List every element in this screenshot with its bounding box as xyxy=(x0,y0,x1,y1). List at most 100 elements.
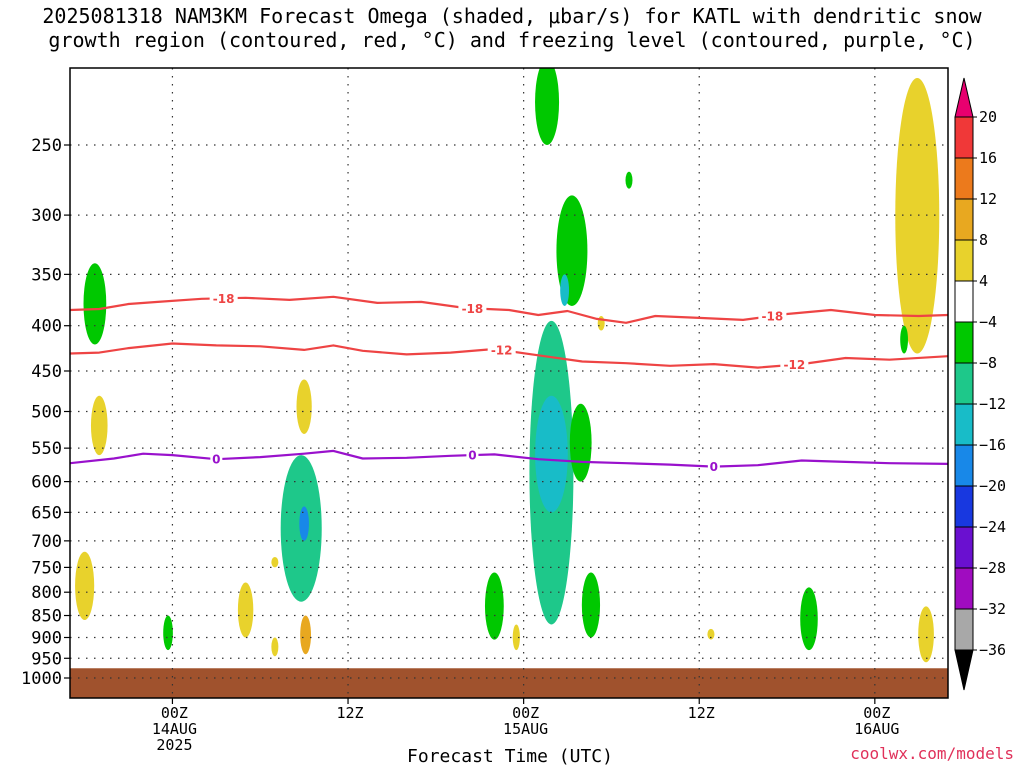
colorbar-label: 16 xyxy=(979,149,997,167)
colorbar-label: 20 xyxy=(979,108,997,126)
omega-blob xyxy=(237,582,254,638)
omega-blob xyxy=(581,572,601,638)
y-tick-label: 800 xyxy=(31,583,62,603)
colorbar-label: −28 xyxy=(979,559,1006,577)
colorbar-segment xyxy=(954,280,974,323)
colorbar-label: −16 xyxy=(979,436,1006,454)
colorbar: 20 16 12 8 4 −4 −8 −12 −16 −20 −24 −28 −32 −36 xyxy=(954,77,1006,691)
ground-fill xyxy=(70,668,948,698)
omega-blob xyxy=(163,615,173,651)
colorbar-segment xyxy=(954,567,974,610)
colorbar-label: 4 xyxy=(979,272,988,290)
chart-title-line2: growth region (contoured, red, °C) and f… xyxy=(48,28,976,52)
y-tick-label: 700 xyxy=(31,532,62,552)
colorbar-label: −4 xyxy=(979,313,997,331)
omega-blob xyxy=(900,325,908,354)
contour-label-bg xyxy=(758,308,787,322)
y-tick-label: 550 xyxy=(31,439,62,459)
colorbar-segment xyxy=(954,362,974,405)
colorbar-segment xyxy=(954,157,974,200)
colorbar-label: 8 xyxy=(979,231,988,249)
y-tick-label: 250 xyxy=(31,136,62,156)
contour-label: 0 xyxy=(468,449,476,463)
omega-blob xyxy=(271,637,279,657)
omega-blob xyxy=(918,606,934,663)
x-tick-label: 14AUG xyxy=(152,720,197,738)
contour-label: -18 xyxy=(462,302,484,316)
contour-label-bg xyxy=(210,452,223,466)
x-axis-label: Forecast Time (UTC) xyxy=(407,746,613,767)
omega-blob xyxy=(83,263,107,345)
x-tick-label: 2025 xyxy=(156,736,192,754)
omega-blob xyxy=(625,171,633,189)
colorbar-label: −8 xyxy=(979,354,997,372)
omega-blob xyxy=(484,572,504,640)
chart-title: 2025081318 NAM3KM Forecast Omega (shaded… xyxy=(0,4,1024,52)
y-tick-label: 900 xyxy=(31,628,62,648)
y-tick-label: 1000 xyxy=(21,669,62,689)
contour-label: -18 xyxy=(213,292,235,306)
chart-title-line1: 2025081318 NAM3KM Forecast Omega (shaded… xyxy=(42,4,982,28)
colorbar-label: −36 xyxy=(979,641,1006,659)
contour-label-bg xyxy=(487,343,516,357)
contour-line xyxy=(70,295,948,324)
omega-blob xyxy=(569,403,592,482)
contour-label: -12 xyxy=(784,358,806,372)
colorbar-segment xyxy=(954,403,974,446)
omega-blob xyxy=(895,77,940,354)
colorbar-segment xyxy=(954,198,974,241)
x-tick-label: 12Z xyxy=(688,704,715,722)
contour-label-bg xyxy=(209,291,238,305)
colorbar-label: −20 xyxy=(979,477,1006,495)
contour-label-bg xyxy=(466,448,479,462)
omega-blob xyxy=(75,551,95,621)
omega-blob xyxy=(707,628,715,640)
plot-frame xyxy=(69,67,949,699)
colorbar-segment xyxy=(954,116,974,159)
colorbar-label: −24 xyxy=(979,518,1006,536)
contour-label: 0 xyxy=(212,453,220,467)
x-tick-label: 00Z xyxy=(863,704,890,722)
omega-blob xyxy=(512,624,520,651)
omega-blob xyxy=(299,506,309,541)
y-axis-ticks: 2503003504004505005506006507007508008509… xyxy=(21,136,70,689)
y-tick-label: 500 xyxy=(31,403,62,423)
contour-label: 0 xyxy=(710,460,718,474)
omega-blob xyxy=(535,68,560,145)
colorbar-segment xyxy=(954,485,974,528)
omega-blob xyxy=(296,379,312,434)
y-tick-label: 650 xyxy=(31,503,62,523)
y-tick-label: 300 xyxy=(31,206,62,226)
omega-blob xyxy=(535,395,568,513)
ground-layer xyxy=(70,668,948,698)
colorbar-segment xyxy=(954,608,974,651)
x-tick-label: 12Z xyxy=(336,704,363,722)
y-tick-label: 400 xyxy=(31,317,62,337)
colorbar-label: −12 xyxy=(979,395,1006,413)
credit-link[interactable]: coolwx.com/models xyxy=(850,744,1014,763)
contour-label: -12 xyxy=(491,344,513,358)
colorbar-segment xyxy=(954,526,974,569)
x-tick-label: 16AUG xyxy=(854,720,899,738)
x-tick-label: 00Z xyxy=(512,704,539,722)
contour-label-bg xyxy=(780,357,809,371)
colorbar-segment xyxy=(954,321,974,364)
omega-blob xyxy=(90,395,108,456)
contour-label-bg xyxy=(458,301,487,315)
omega-blob xyxy=(300,615,312,655)
contour-label: -18 xyxy=(762,309,784,323)
colorbar-segment xyxy=(954,239,974,282)
grid-lines xyxy=(70,68,948,698)
contour-label-bg xyxy=(707,459,720,473)
colorbar-segment xyxy=(954,444,974,487)
colorbar-top-arrow xyxy=(954,77,974,118)
contour-line xyxy=(70,342,948,369)
x-tick-label: 15AUG xyxy=(503,720,548,738)
colorbar-bottom-arrow xyxy=(954,649,974,691)
y-tick-label: 350 xyxy=(31,265,62,285)
y-tick-label: 600 xyxy=(31,473,62,493)
omega-shading xyxy=(75,68,940,663)
plot-area xyxy=(70,68,948,698)
